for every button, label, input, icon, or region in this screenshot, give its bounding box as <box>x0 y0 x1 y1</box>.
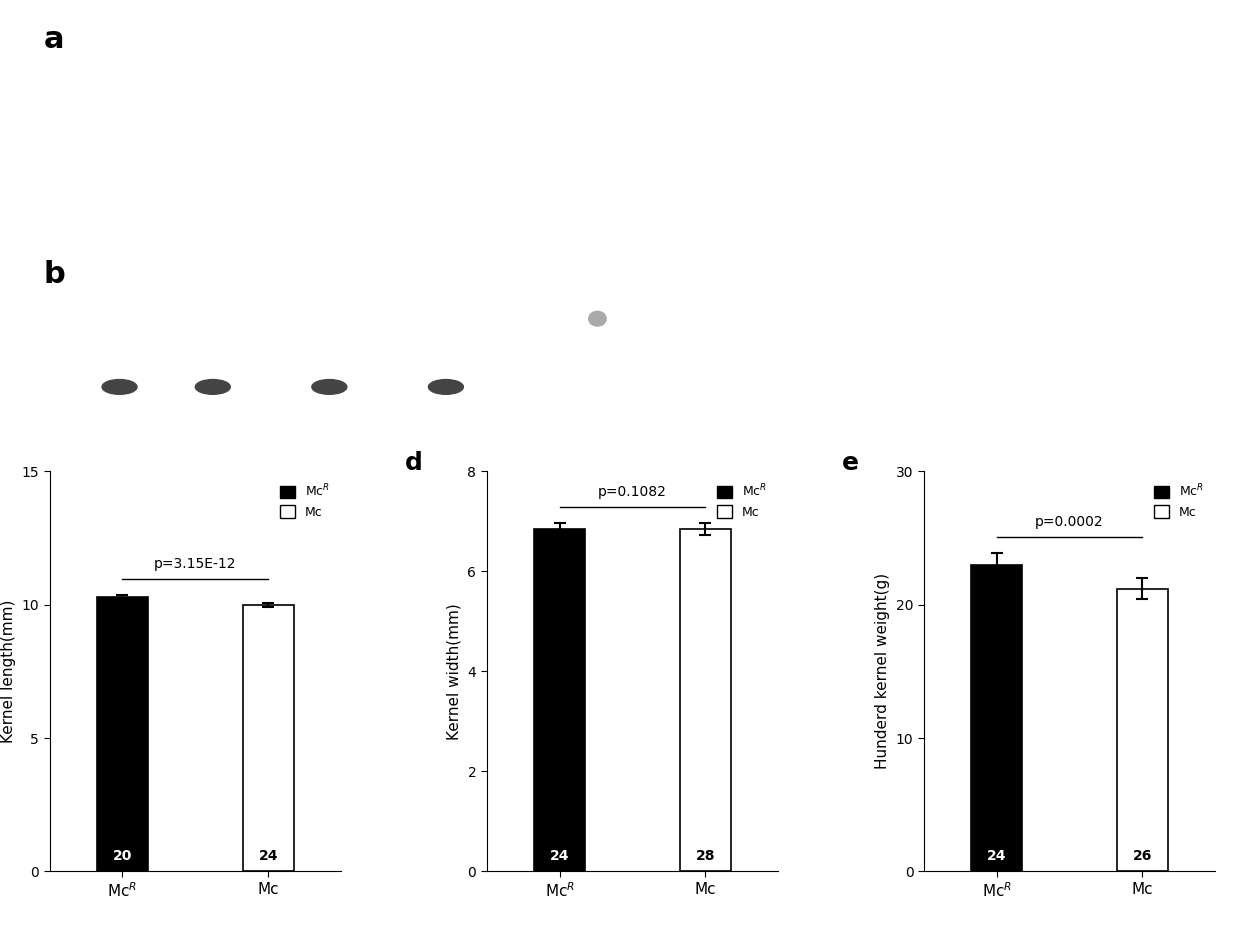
Text: Mc: Mc <box>1122 59 1146 77</box>
Ellipse shape <box>450 163 489 198</box>
Text: Mc: Mc <box>632 297 656 315</box>
Ellipse shape <box>842 150 889 211</box>
Ellipse shape <box>93 157 170 205</box>
Text: Mc: Mc <box>632 365 656 383</box>
Ellipse shape <box>429 379 464 394</box>
Text: p=0.0002: p=0.0002 <box>1035 514 1104 528</box>
Ellipse shape <box>928 45 990 118</box>
Legend: Mc$^R$, Mc: Mc$^R$, Mc <box>1149 477 1209 524</box>
Text: a: a <box>43 25 64 55</box>
Bar <box>97 597 148 871</box>
Text: p=3.15E-12: p=3.15E-12 <box>154 556 237 570</box>
Text: 28: 28 <box>696 849 715 863</box>
Text: 24: 24 <box>987 849 1007 863</box>
Ellipse shape <box>589 311 606 326</box>
Ellipse shape <box>667 159 714 203</box>
Ellipse shape <box>469 62 516 102</box>
Text: 24: 24 <box>258 849 278 863</box>
Ellipse shape <box>740 51 827 112</box>
Text: R: R <box>673 290 681 299</box>
Ellipse shape <box>117 51 216 112</box>
Text: 20: 20 <box>113 849 133 863</box>
Legend: Mc$^R$, Mc: Mc$^R$, Mc <box>275 477 335 524</box>
Ellipse shape <box>102 379 138 394</box>
Bar <box>900 224 1017 231</box>
Text: d: d <box>405 451 423 476</box>
Ellipse shape <box>79 57 113 107</box>
Text: R: R <box>1163 52 1171 62</box>
Y-axis label: Kernel length(mm): Kernel length(mm) <box>1 600 16 743</box>
Bar <box>243 604 294 871</box>
Text: 24: 24 <box>549 849 569 863</box>
Text: e: e <box>842 451 859 476</box>
Y-axis label: Hunderd kernel weight(g): Hunderd kernel weight(g) <box>875 573 890 769</box>
Text: b: b <box>43 260 66 288</box>
Bar <box>680 529 730 871</box>
Ellipse shape <box>926 147 992 214</box>
Y-axis label: Kernel width(mm): Kernel width(mm) <box>446 603 461 740</box>
Bar <box>469 424 621 429</box>
Ellipse shape <box>196 379 231 394</box>
Ellipse shape <box>348 61 379 102</box>
Ellipse shape <box>300 163 336 198</box>
Ellipse shape <box>228 61 267 102</box>
Text: 26: 26 <box>1132 849 1152 863</box>
Ellipse shape <box>176 152 249 210</box>
Bar <box>1117 589 1168 871</box>
Bar <box>971 565 1022 871</box>
Text: Mc: Mc <box>1122 171 1146 190</box>
Ellipse shape <box>663 57 718 106</box>
Legend: Mc$^R$, Mc: Mc$^R$, Mc <box>712 477 771 524</box>
Ellipse shape <box>312 379 347 394</box>
Ellipse shape <box>825 48 906 115</box>
Bar <box>534 529 585 871</box>
Ellipse shape <box>759 153 810 209</box>
Ellipse shape <box>45 161 102 200</box>
Text: p=0.1082: p=0.1082 <box>598 485 667 499</box>
Ellipse shape <box>1006 42 1099 122</box>
